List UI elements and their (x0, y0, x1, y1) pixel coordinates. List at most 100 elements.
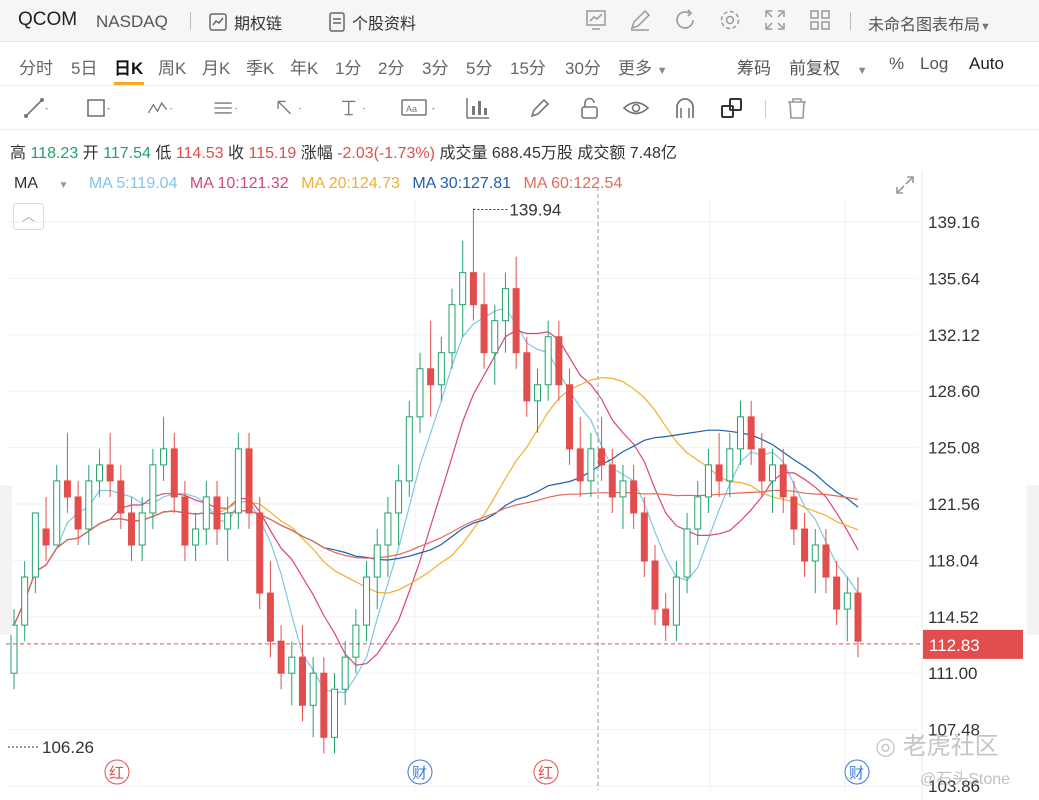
gear-icon[interactable] (718, 8, 742, 32)
candle-body (555, 336, 563, 386)
more-label: 更多 (618, 59, 652, 78)
candle-body (758, 448, 766, 482)
more-periods-dropdown[interactable]: 更多 ▼ (618, 54, 668, 79)
candle-body (662, 608, 670, 626)
candle-body (245, 448, 253, 514)
drawing-toolbar: Aa (0, 86, 1039, 130)
options-chain-button[interactable]: 期权链 (208, 10, 282, 34)
dropdown-arrow-icon: ▼ (58, 180, 69, 191)
arrow-tool-icon[interactable] (274, 96, 302, 120)
chips-button[interactable]: 筹码 (737, 59, 771, 78)
period-item[interactable]: 分时 (19, 59, 53, 78)
watermark-author: @石头Stone (920, 771, 1011, 788)
low-value: 114.53 (175, 145, 224, 162)
candle-body (95, 464, 103, 482)
period-item[interactable]: 月K (202, 59, 231, 78)
candle-body (224, 512, 232, 530)
fibonacci-tool-icon[interactable] (212, 96, 240, 120)
layout-dropdown[interactable]: 未命名图表布局▼ (868, 11, 991, 35)
period-item-active[interactable]: 日K (114, 59, 144, 78)
period-item[interactable]: 年K (290, 59, 319, 78)
lock-icon[interactable] (576, 96, 604, 120)
rectangle-tool-icon[interactable] (84, 96, 112, 120)
candle-body (10, 624, 18, 674)
chart-settings-icon[interactable] (584, 8, 608, 32)
price-tick-label: 118.04 (928, 551, 979, 570)
event-marker-circle (844, 759, 870, 785)
candle-body (192, 528, 200, 546)
event-marker-label: 财 (849, 764, 864, 782)
percent-toggle[interactable]: % (889, 54, 905, 73)
open-value: 117.54 (103, 145, 151, 162)
pattern-tool-icon[interactable] (146, 96, 174, 120)
trash-icon[interactable] (783, 96, 811, 120)
text-tool-icon[interactable]: Aa (400, 96, 440, 120)
pencil-icon[interactable] (628, 8, 652, 32)
candle-body (202, 496, 210, 530)
ma-label: MA (14, 175, 38, 192)
candle-body (395, 480, 403, 514)
ma-line-10 (13, 329, 859, 666)
left-scroll-handle[interactable] (0, 485, 12, 635)
candle-body (704, 464, 712, 498)
open-label: 开 (82, 145, 99, 162)
candle-body (587, 448, 595, 482)
candle-body (598, 448, 606, 466)
candle-body (53, 480, 61, 546)
period-item[interactable]: 周K (158, 59, 187, 78)
collapse-legend-button[interactable]: ︿ (13, 203, 44, 230)
candle-body (608, 464, 616, 498)
stock-symbol: QCOM (18, 9, 78, 30)
period-item[interactable]: 5分 (466, 59, 493, 78)
period-item[interactable]: 15分 (510, 59, 546, 78)
candle-body (384, 512, 392, 546)
ma-line-5 (13, 307, 859, 693)
period-item[interactable]: 30分 (565, 59, 601, 78)
log-toggle[interactable]: Log (920, 54, 949, 73)
ma-indicator-dropdown[interactable]: MA ▼ (14, 175, 76, 192)
price-tick-label: 103.86 (928, 777, 980, 796)
fullscreen-icon[interactable] (763, 8, 787, 32)
refresh-icon[interactable] (673, 8, 697, 32)
magnet-icon[interactable] (671, 96, 699, 120)
candle-body (491, 320, 499, 354)
candle-body (106, 464, 114, 482)
brush-icon[interactable] (527, 96, 555, 120)
candle-body (630, 480, 638, 514)
period-item[interactable]: 5日 (71, 59, 98, 78)
profile-button[interactable]: 个股资料 (328, 10, 416, 34)
candle-body (160, 448, 168, 466)
ma5-value: MA 5:119.04 (88, 175, 178, 192)
last-price-badge (923, 629, 1023, 659)
price-tick-label: 121.56 (928, 495, 980, 514)
max-price-label: 139.94 (509, 201, 561, 220)
ma-legend: MA ▼ MA 5:119.04 MA 10:121.32 MA 20:124.… (14, 175, 630, 193)
candle-body (566, 384, 574, 450)
price-tick-label: 125.08 (928, 439, 980, 458)
eye-icon[interactable] (622, 96, 650, 120)
adjust-dropdown[interactable]: 前复权 ▼ (789, 54, 868, 79)
change-label: 涨幅 (300, 145, 333, 162)
grid-layout-icon[interactable] (808, 8, 832, 32)
candle-body (801, 528, 809, 562)
candle-body (234, 448, 242, 514)
last-price-label: 112.83 (929, 636, 980, 655)
period-item[interactable]: 2分 (378, 59, 405, 78)
expand-chart-icon[interactable] (894, 174, 916, 196)
period-item[interactable]: 3分 (422, 59, 449, 78)
candle-body (138, 512, 146, 546)
divider (850, 12, 851, 30)
period-item[interactable]: 1分 (335, 59, 362, 78)
candle-body (769, 464, 777, 482)
right-scroll-handle[interactable] (1027, 485, 1039, 635)
candle-body (427, 368, 435, 386)
period-item[interactable]: 季K (246, 59, 275, 78)
trend-line-icon[interactable] (22, 96, 50, 120)
indicator-icon[interactable] (464, 96, 492, 120)
candle-body (576, 448, 584, 482)
auto-toggle[interactable]: Auto (969, 54, 1004, 73)
copy-objects-icon[interactable] (718, 96, 746, 120)
candles (10, 208, 862, 754)
measure-tool-icon[interactable] (338, 96, 366, 120)
